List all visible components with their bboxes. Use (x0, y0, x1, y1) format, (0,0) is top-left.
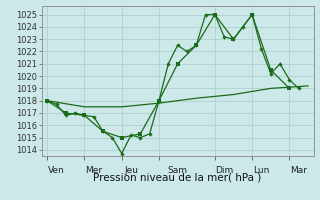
Text: Lun: Lun (253, 166, 270, 175)
Text: Sam: Sam (168, 166, 188, 175)
Text: Mer: Mer (85, 166, 102, 175)
Text: Dim: Dim (215, 166, 233, 175)
Text: Jeu: Jeu (124, 166, 138, 175)
X-axis label: Pression niveau de la mer( hPa ): Pression niveau de la mer( hPa ) (93, 173, 262, 183)
Text: Mar: Mar (290, 166, 307, 175)
Text: Ven: Ven (48, 166, 65, 175)
